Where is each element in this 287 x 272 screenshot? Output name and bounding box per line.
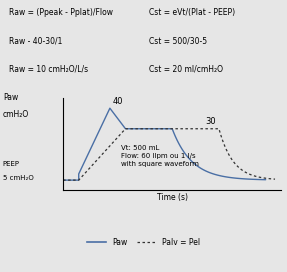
X-axis label: Time (s): Time (s) [157, 193, 188, 202]
Text: 40: 40 [113, 97, 123, 106]
Text: Raw = 10 cmH₂O/L/s: Raw = 10 cmH₂O/L/s [9, 65, 88, 74]
Text: Cst = 20 ml/cmH₂O: Cst = 20 ml/cmH₂O [149, 65, 223, 74]
Text: PEEP: PEEP [3, 161, 20, 167]
Text: Raw = (Ppeak - Pplat)/Flow: Raw = (Ppeak - Pplat)/Flow [9, 8, 113, 17]
Text: cmH₂O: cmH₂O [3, 110, 29, 119]
Text: Cst = eVt/(Plat - PEEP): Cst = eVt/(Plat - PEEP) [149, 8, 235, 17]
Text: Cst = 500/30-5: Cst = 500/30-5 [149, 36, 208, 45]
Text: 5 cmH₂O: 5 cmH₂O [3, 175, 34, 181]
Legend: Paw, Palv = Pel: Paw, Palv = Pel [84, 234, 203, 250]
Text: Paw: Paw [3, 93, 18, 102]
Text: Raw - 40-30/1: Raw - 40-30/1 [9, 36, 62, 45]
Text: Vt: 500 mL
Flow: 60 llpm ou 1 l/s
with square waveform: Vt: 500 mL Flow: 60 llpm ou 1 l/s with s… [121, 145, 199, 167]
Text: 30: 30 [205, 117, 216, 126]
